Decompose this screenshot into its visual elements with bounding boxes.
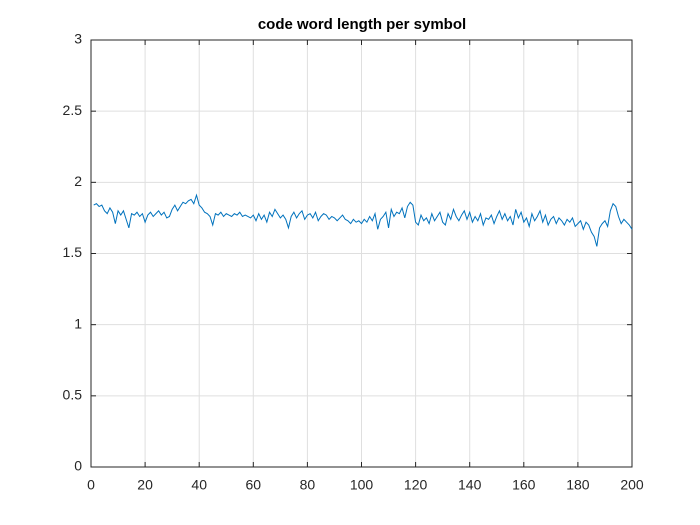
x-tick-label: 140 xyxy=(458,477,482,493)
x-tick-label: 40 xyxy=(191,477,207,493)
x-tick-label: 120 xyxy=(404,477,428,493)
x-tick-label: 20 xyxy=(137,477,153,493)
x-tick-label: 180 xyxy=(566,477,590,493)
y-tick-label: 1.5 xyxy=(63,244,83,260)
y-tick-label: 0.5 xyxy=(63,387,83,403)
y-tick-label: 0 xyxy=(74,458,82,474)
y-tick-label: 1 xyxy=(74,315,82,331)
plot-frame xyxy=(90,39,633,468)
y-tick-label: 2 xyxy=(74,173,82,189)
data-line xyxy=(93,193,633,247)
y-tick-label: 2.5 xyxy=(63,102,83,118)
x-tick-label: 100 xyxy=(350,477,374,493)
x-tick-label: 160 xyxy=(512,477,536,493)
chart-title: code word length per symbol xyxy=(258,16,466,33)
x-tick-label: 80 xyxy=(300,477,316,493)
y-tick-label: 3 xyxy=(74,31,82,47)
x-tick-label: 0 xyxy=(87,477,95,493)
x-tick-label: 200 xyxy=(620,477,644,493)
x-tick-label: 60 xyxy=(246,477,262,493)
